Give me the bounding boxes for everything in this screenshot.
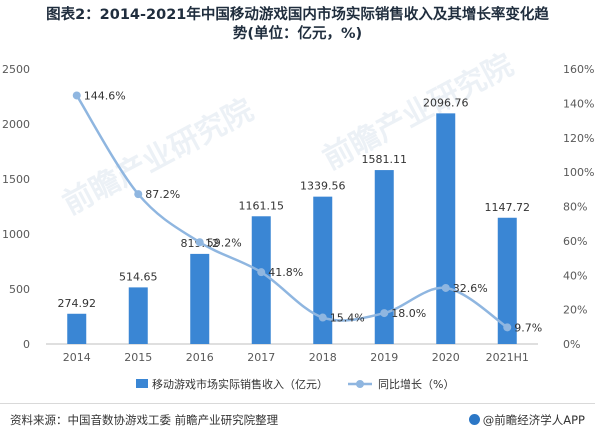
growth-value-label: 144.6% xyxy=(84,89,126,102)
brand-logo-icon xyxy=(468,414,480,425)
legend-line-marker xyxy=(356,380,364,388)
growth-value-label: 9.7% xyxy=(514,321,542,334)
x-tick-label: 2018 xyxy=(309,351,337,364)
y-right-tick-label: 160% xyxy=(563,63,594,76)
x-tick-label: 2014 xyxy=(63,351,91,364)
x-tick-label: 2016 xyxy=(186,351,214,364)
legend-line-label: 同比增长（%） xyxy=(378,377,454,391)
y-left-tick-label: 2500 xyxy=(2,63,30,76)
y-right-tick-label: 140% xyxy=(563,97,594,110)
bar-value-label: 2096.76 xyxy=(423,96,469,109)
y-left-tick-label: 500 xyxy=(9,283,30,296)
y-right-tick-label: 100% xyxy=(563,166,594,179)
x-tick-label: 2021H1 xyxy=(486,351,529,364)
bar-2016 xyxy=(190,253,210,344)
bar-2015 xyxy=(128,287,148,344)
bar-value-label: 1147.72 xyxy=(485,201,531,214)
chart-title-line-1: 图表2：2014-2021年中国移动游戏国内市场实际销售收入及其增长率变化趋 xyxy=(46,7,549,23)
legend-bar-swatch xyxy=(136,379,148,388)
bar-value-label: 1339.56 xyxy=(300,180,346,193)
bar-2014 xyxy=(67,313,87,344)
bar-value-label: 1581.11 xyxy=(362,153,408,166)
bar-value-label: 1161.15 xyxy=(239,199,285,212)
growth-point-2017 xyxy=(257,268,266,277)
y-right-tick-label: 40% xyxy=(563,269,587,282)
bar-2017 xyxy=(251,216,271,344)
bar-2018 xyxy=(313,196,333,344)
growth-point-2016 xyxy=(195,238,204,247)
y-right-tick-label: 120% xyxy=(563,132,594,145)
watermark-text: 前瞻产业研究院 xyxy=(317,48,519,177)
y-left-tick-label: 1000 xyxy=(2,228,30,241)
brand-credit: @前瞻经济学人APP xyxy=(468,412,585,428)
y-left-tick-label: 0 xyxy=(23,338,30,351)
growth-point-2015 xyxy=(134,190,143,199)
source-note: 资料来源：中国音数协游戏工委 前瞻产业研究院整理 xyxy=(10,413,279,427)
growth-value-label: 59.2% xyxy=(207,236,242,249)
chart-title: 图表2：2014-2021年中国移动游戏国内市场实际销售收入及其增长率变化趋 势… xyxy=(0,6,595,44)
bar-2019 xyxy=(374,170,394,344)
x-tick-label: 2017 xyxy=(247,351,275,364)
bar-value-label: 274.92 xyxy=(58,297,97,310)
bar-2021H1 xyxy=(497,217,517,344)
growth-value-label: 87.2% xyxy=(145,188,180,201)
legend-bar-label: 移动游戏市场实际销售收入（亿元） xyxy=(152,377,328,391)
growth-point-2014 xyxy=(72,91,81,100)
growth-value-label: 32.6% xyxy=(453,282,488,295)
y-right-tick-label: 0% xyxy=(563,338,580,351)
growth-value-label: 18.0% xyxy=(391,307,426,320)
growth-point-2019 xyxy=(380,309,389,318)
growth-point-2021H1 xyxy=(503,323,512,332)
x-tick-label: 2020 xyxy=(432,351,460,364)
footer: 资料来源：中国音数协游戏工委 前瞻产业研究院整理 @前瞻经济学人APP xyxy=(0,403,595,437)
y-right-tick-label: 60% xyxy=(563,235,587,248)
y-left-tick-label: 1500 xyxy=(2,173,30,186)
y-left-tick-label: 2000 xyxy=(2,118,30,131)
bar-2020 xyxy=(436,113,456,344)
brand-credit-text: @前瞻经济学人APP xyxy=(482,413,585,427)
chart-title-line-2: 势(单位：亿元，%) xyxy=(232,26,363,42)
y-right-tick-label: 80% xyxy=(563,201,587,214)
y-right-tick-label: 20% xyxy=(563,304,587,317)
growth-point-2020 xyxy=(441,283,450,292)
chart-canvas: 前瞻产业研究院 前瞻产业研究院050010001500200025000%20%4… xyxy=(2,48,594,391)
x-tick-label: 2019 xyxy=(370,351,398,364)
x-tick-label: 2015 xyxy=(124,351,152,364)
bar-value-label: 514.65 xyxy=(119,270,158,283)
growth-point-2018 xyxy=(318,313,327,322)
growth-value-label: 41.8% xyxy=(268,266,303,279)
growth-value-label: 15.4% xyxy=(330,312,365,325)
